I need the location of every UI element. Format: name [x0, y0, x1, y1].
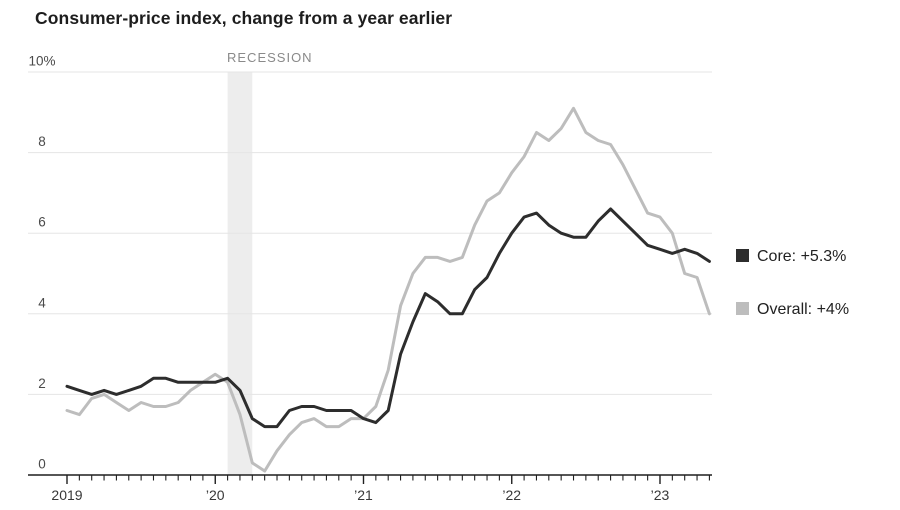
legend-core-swatch	[736, 249, 749, 262]
legend-core-label: Core: +5.3%	[757, 248, 846, 265]
legend-overall-label: Overall: +4%	[757, 301, 849, 318]
recession-label: RECESSION	[227, 50, 313, 65]
overall-line	[65, 106, 711, 473]
x-axis-label: ’20	[206, 487, 225, 503]
x-axis-label: 2019	[51, 487, 82, 503]
x-axis-label: ’23	[651, 487, 670, 503]
x-axis-label: ’21	[354, 487, 373, 503]
x-axis-label: ’22	[502, 487, 521, 503]
y-axis-labels-group: 0 2 4 6 8 10%	[28, 54, 55, 472]
y-axis-label: 10%	[28, 54, 55, 69]
chart-title: Consumer-price index, change from a year…	[35, 8, 453, 28]
series-lines-group	[65, 106, 711, 473]
y-axis-label: 6	[38, 215, 46, 230]
gridlines-group	[28, 71, 712, 395]
y-axis-label: 2	[38, 376, 46, 391]
y-axis-label: 4	[38, 295, 46, 310]
legend-overall-swatch	[736, 302, 749, 315]
x-axis-group: 2019 ’20 ’21 ’22 ’23	[28, 474, 712, 503]
y-axis-label: 8	[38, 134, 46, 149]
y-axis-label: 0	[38, 457, 46, 472]
core-line	[65, 207, 711, 429]
legend: Core: +5.3% Overall: +4%	[736, 248, 849, 318]
